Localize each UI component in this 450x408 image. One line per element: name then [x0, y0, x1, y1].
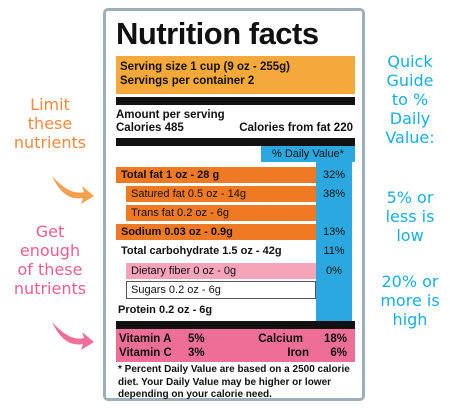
- calcium-label: Calcium: [258, 333, 303, 345]
- note-line: nutrients: [13, 279, 87, 298]
- divider: [116, 97, 355, 105]
- saturated-fat-row: Satured fat 0.5 oz - 14g: [126, 186, 316, 202]
- iron-label: Iron: [287, 347, 309, 359]
- note-line: Daily: [389, 109, 431, 128]
- serving-info: Serving size 1 cup (9 oz - 255g) Serving…: [116, 56, 355, 94]
- saturated-fat-label: Satured fat 0.5 oz - 14g: [131, 188, 246, 200]
- total-fat-row: Total fat 1 oz - 28 g: [116, 167, 316, 183]
- note-line: high: [392, 310, 428, 329]
- label-title: Nutrition facts: [116, 16, 319, 51]
- saturated-fat-pct-cell: 38%: [316, 186, 352, 202]
- note-line: of these: [17, 260, 83, 279]
- note-line: these: [27, 114, 73, 133]
- sodium-pct-cell: 13%: [316, 224, 352, 240]
- sugars-row: [126, 281, 316, 299]
- calories-from-fat: Calories from fat 220: [239, 122, 353, 134]
- note-line: less is: [385, 207, 435, 226]
- note-line: Value:: [385, 128, 435, 147]
- total-fat-pct: 32%: [322, 169, 346, 181]
- note-line: low: [396, 226, 424, 245]
- fiber-pct-cell: 0%: [316, 263, 352, 279]
- vitamin-a-label: Vitamin A: [119, 333, 172, 345]
- note-line: Guide: [386, 71, 434, 90]
- total-carb-pct: 11%: [323, 245, 345, 257]
- trans-fat-row: Trans fat 0.2 oz - 6g: [126, 205, 316, 221]
- total-fat-pct-cell: 32%: [316, 167, 352, 183]
- calories-row: Calories 485 Calories from fat 220: [116, 121, 355, 135]
- daily-value-column: [316, 162, 352, 322]
- daily-value-header: % Daily Value*: [261, 146, 355, 162]
- calcium-pct: 18%: [323, 333, 347, 345]
- note-line: more is: [380, 291, 440, 310]
- servings-per-container: Servings per container 2: [120, 75, 255, 87]
- limit-nutrients-note: Limit these nutrients: [2, 95, 98, 152]
- fiber-pct: 0%: [326, 265, 342, 277]
- sugars-text-row: Sugars 0.2 oz - 6g: [126, 282, 316, 298]
- arrow-right-icon: [52, 322, 94, 350]
- fiber-label: Dietary fiber 0 oz - 0g: [131, 265, 237, 277]
- high-guide-note: 20% or more is high: [370, 272, 450, 329]
- vitamin-a-pct: 5%: [188, 333, 205, 345]
- total-carb-pct-cell: 11%: [316, 243, 352, 259]
- sugars-label: Sugars 0.2 oz - 6g: [131, 284, 221, 296]
- vitamin-c-pct: 3%: [188, 347, 205, 359]
- serving-size: Serving size 1 cup (9 oz - 255g): [120, 61, 290, 73]
- divider: [116, 321, 355, 329]
- fiber-row: Dietary fiber 0 oz - 0g: [126, 263, 316, 279]
- protein-label: Protein 0.2 oz - 6g: [118, 304, 213, 316]
- protein-row: Protein 0.2 oz - 6g: [116, 302, 316, 318]
- get-enough-nutrients-note: Get enough of these nutrients: [2, 222, 98, 298]
- total-carb-row: Total carbohydrate 1.5 oz - 42g: [116, 243, 316, 259]
- sodium-pct: 13%: [322, 226, 346, 238]
- note-line: 5% or: [386, 188, 434, 207]
- sodium-row: Sodium 0.03 oz - 0.9g: [116, 224, 316, 240]
- nutrition-label: Nutrition facts Serving size 1 cup (9 oz…: [103, 8, 365, 401]
- note-line: Quick: [387, 52, 433, 71]
- total-carb-label: Total carbohydrate 1.5 oz - 42g: [121, 245, 282, 257]
- calories: Calories 485: [116, 122, 184, 134]
- amount-per-serving: Amount per serving: [116, 109, 225, 121]
- note-line: enough: [19, 241, 81, 260]
- note-line: Get: [35, 222, 65, 241]
- vitamins-block: Vitamin A 5% Calcium 18% Vitamin C 3% Ir…: [116, 329, 355, 362]
- divider: [116, 138, 355, 146]
- iron-pct: 6%: [330, 347, 347, 359]
- note-line: nutrients: [13, 133, 87, 152]
- total-fat-label: Total fat 1 oz - 28 g: [121, 169, 220, 181]
- footnote: * Percent Daily Value are based on a 250…: [118, 364, 350, 400]
- vitamin-c-label: Vitamin C: [119, 347, 172, 359]
- note-line: to %: [391, 90, 429, 109]
- low-guide-note: 5% or less is low: [370, 188, 450, 245]
- saturated-fat-pct: 38%: [322, 188, 346, 200]
- note-line: Limit: [30, 95, 70, 114]
- trans-fat-label: Trans fat 0.2 oz - 6g: [131, 207, 230, 219]
- note-line: 20% or: [381, 272, 439, 291]
- arrow-right-icon: [52, 176, 94, 204]
- sodium-label: Sodium 0.03 oz - 0.9g: [121, 226, 233, 238]
- quick-guide-note: Quick Guide to % Daily Value:: [370, 52, 450, 147]
